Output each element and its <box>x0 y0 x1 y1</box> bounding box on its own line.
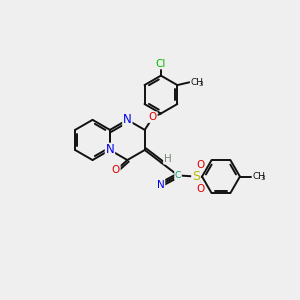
Text: Cl: Cl <box>156 58 166 69</box>
Text: C: C <box>175 171 181 180</box>
Text: N: N <box>123 113 132 126</box>
Text: O: O <box>149 112 157 122</box>
Text: O: O <box>196 184 204 194</box>
Text: 3: 3 <box>198 81 202 87</box>
Text: O: O <box>112 165 120 176</box>
Text: N: N <box>157 180 165 190</box>
Text: N: N <box>106 143 114 157</box>
Text: H: H <box>164 154 172 164</box>
Text: O: O <box>196 160 204 170</box>
Text: S: S <box>192 170 200 183</box>
Text: 3: 3 <box>260 175 265 181</box>
Text: CH: CH <box>253 172 266 181</box>
Text: CH: CH <box>190 78 203 87</box>
